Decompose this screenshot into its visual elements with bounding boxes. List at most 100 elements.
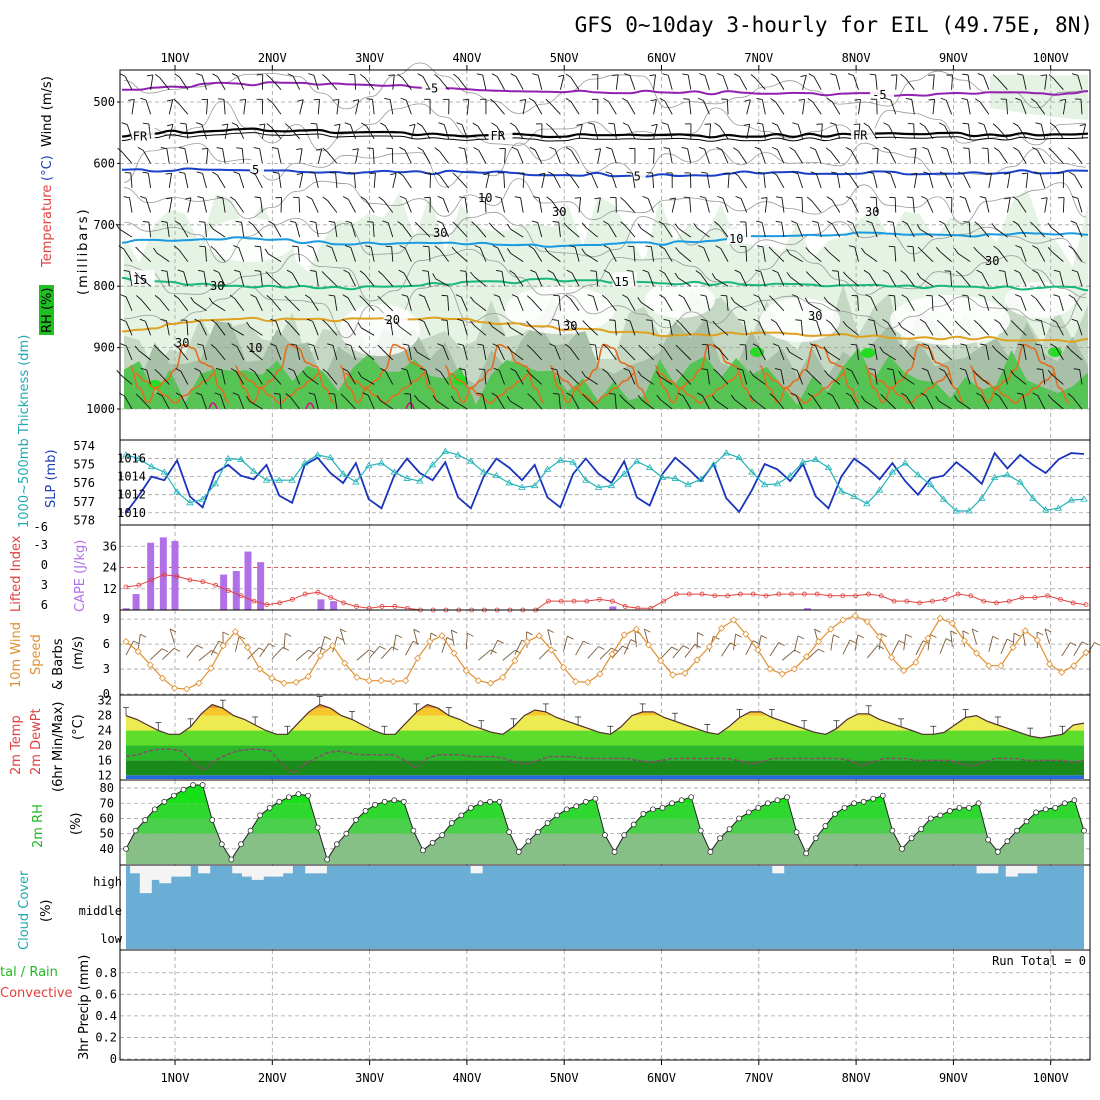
temp-contour-15	[121, 276, 1089, 292]
rh-point	[535, 829, 541, 835]
rh-y-tick: 60	[100, 811, 114, 825]
wind-barb	[1041, 197, 1048, 200]
wind-barb	[584, 375, 598, 385]
wind-barb	[667, 75, 673, 90]
contour-label-bg	[727, 228, 752, 244]
wind-barb	[979, 196, 986, 199]
wind-barb	[946, 148, 953, 164]
wind-barb	[284, 123, 291, 128]
thickness-y-tick: 577	[73, 495, 95, 509]
wind-barb	[193, 301, 207, 312]
thickness-point	[467, 457, 475, 464]
wind-barb	[763, 172, 766, 189]
thickness-point	[186, 499, 194, 506]
wind-barb	[789, 253, 803, 263]
wind-barb	[845, 392, 852, 397]
wind-barb	[678, 228, 692, 238]
wind-barb	[252, 224, 263, 238]
wind-barb	[1016, 392, 1023, 395]
rh-label: RH (%)	[40, 288, 55, 333]
thickness-point	[569, 458, 577, 465]
rh-point	[1023, 818, 1030, 825]
rh-point	[678, 797, 685, 804]
wind10-barb	[368, 646, 381, 659]
wind-barb	[999, 396, 1008, 410]
wind-barb	[717, 348, 729, 361]
wind-barb	[664, 248, 673, 262]
cloud-high-bar	[986, 866, 999, 874]
wind10-barb	[793, 635, 799, 652]
wind-barb	[442, 223, 450, 238]
wind-barb	[885, 97, 891, 101]
wind-barb	[328, 294, 335, 297]
wind-barb	[714, 278, 729, 287]
wind-barb	[234, 199, 245, 213]
wind-barb	[988, 173, 992, 189]
wind-speed-point	[657, 657, 665, 665]
wind-barb	[863, 269, 870, 274]
wind-barb	[842, 320, 848, 327]
wind-barb	[137, 146, 144, 151]
contour-label-bg	[870, 85, 895, 101]
wind-barb	[905, 273, 915, 287]
thickness-point	[786, 471, 794, 479]
wind-barb	[695, 270, 701, 275]
wind-barb	[1051, 227, 1064, 238]
wind-barb	[201, 148, 208, 150]
wind-barb	[755, 269, 762, 273]
thickness-point	[914, 471, 922, 478]
wind-barb	[945, 174, 953, 189]
wind10-barb	[1044, 628, 1052, 633]
cloud-high-bar	[130, 866, 143, 874]
rh-point	[515, 849, 522, 855]
day-label-top: 7NOV	[744, 51, 773, 65]
li-y-tick: -6	[34, 520, 48, 534]
wind-barb	[653, 124, 658, 139]
temp-y-tick: 20	[98, 738, 112, 752]
wind-barb	[717, 73, 724, 77]
wind-barb	[269, 343, 276, 347]
cape-bar	[609, 606, 617, 610]
rh-point	[496, 798, 503, 805]
wind-speed-point	[1045, 660, 1054, 668]
rh-point	[745, 809, 752, 816]
temp-contour-25	[969, 343, 1070, 404]
cloud-high-bar	[178, 866, 191, 877]
rh-point	[305, 792, 311, 799]
wind10-barb	[149, 648, 163, 660]
cape-bar	[317, 599, 325, 610]
wind10-barb	[441, 637, 448, 653]
cape-bar	[132, 594, 140, 610]
wind-barb	[938, 294, 944, 299]
wind-barb	[602, 343, 608, 349]
wind-barb	[1055, 346, 1064, 361]
rh-point	[774, 797, 781, 804]
wind-barb	[556, 369, 561, 385]
wind-speed-point	[1058, 668, 1066, 676]
wind-barb	[553, 174, 561, 189]
wind-barb	[888, 125, 897, 140]
cloud-high-bar	[470, 866, 483, 874]
thickness-point	[799, 458, 807, 465]
wind-barb	[730, 394, 736, 401]
wind-barb	[477, 343, 484, 346]
wind-barb	[615, 74, 619, 90]
temp-band	[126, 775, 1084, 779]
wind-barb	[698, 146, 705, 150]
wind-barb	[939, 220, 945, 225]
temp-contour-25	[449, 372, 531, 404]
wind-barb	[352, 99, 359, 102]
wind-barb	[1035, 101, 1046, 115]
wind-barb	[920, 277, 934, 287]
wind-barb	[928, 98, 935, 101]
wind-barb	[280, 197, 283, 213]
wind-barb	[347, 371, 356, 385]
rh-point	[468, 804, 474, 811]
wind-barb	[815, 345, 822, 361]
lifted-index-point	[750, 591, 756, 597]
rh-point	[276, 798, 283, 805]
wind-barb	[827, 374, 841, 385]
wind-barb	[733, 73, 740, 77]
thickness-point	[722, 449, 731, 456]
wind-barb	[366, 98, 373, 100]
